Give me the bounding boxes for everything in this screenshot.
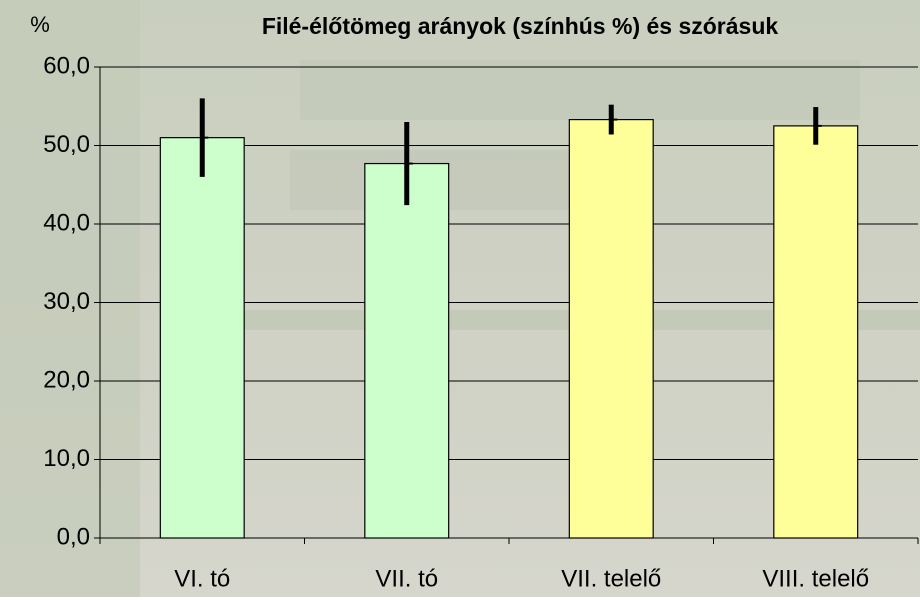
bar xyxy=(365,164,449,538)
chart: % Filé-élőtömeg arányok (színhús %) és s… xyxy=(0,0,920,597)
y-tick-label: 40,0 xyxy=(43,209,90,236)
x-tick-label: VII. tó xyxy=(375,565,438,592)
y-tick-label: 30,0 xyxy=(43,288,90,315)
bar xyxy=(569,120,653,538)
y-axis-unit: % xyxy=(30,12,50,37)
bar xyxy=(160,138,244,538)
y-tick-label: 10,0 xyxy=(43,445,90,472)
y-tick-label: 50,0 xyxy=(43,131,90,158)
y-tick-label: 60,0 xyxy=(43,52,90,79)
y-tick-label: 0,0 xyxy=(57,523,90,550)
background-pond xyxy=(300,60,860,120)
x-tick-label: VII. telelő xyxy=(561,565,661,592)
y-tick-label: 20,0 xyxy=(43,366,90,393)
chart-title: Filé-élőtömeg arányok (színhús %) és szó… xyxy=(262,13,779,39)
x-tick-label: VIII. telelő xyxy=(762,565,869,592)
bar xyxy=(774,126,858,538)
x-tick-label: VI. tó xyxy=(174,565,230,592)
